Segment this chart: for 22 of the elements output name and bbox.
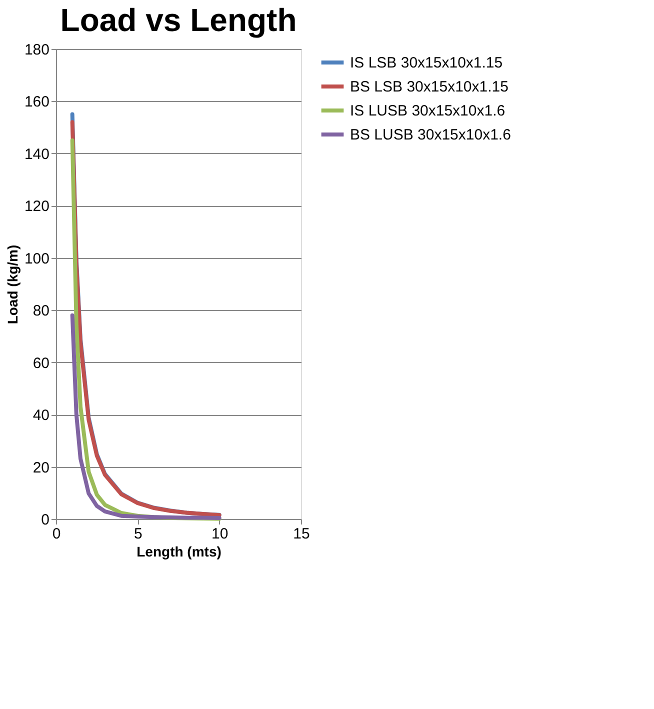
y-tick-label: 60 bbox=[32, 354, 50, 372]
x-tick-label: 0 bbox=[52, 526, 61, 542]
x-tick-label: 5 bbox=[134, 526, 142, 542]
y-tick-label: 80 bbox=[32, 302, 50, 320]
legend-label: IS LSB 30x15x10x1.15 bbox=[350, 54, 503, 72]
y-axis-title: Load (kg/m) bbox=[4, 244, 20, 324]
line-series bbox=[70, 313, 222, 520]
legend-label: BS LUSB 30x15x10x1.6 bbox=[350, 126, 511, 144]
y-tick-label: 40 bbox=[32, 407, 50, 424]
x-tick-label: 10 bbox=[211, 526, 228, 542]
y-tick-label: 120 bbox=[24, 198, 50, 216]
x-axis-title: Length (mts) bbox=[136, 544, 222, 560]
y-tick-label: 140 bbox=[24, 146, 50, 163]
legend-label: BS LSB 30x15x10x1.15 bbox=[350, 78, 508, 96]
x-tick-label: 15 bbox=[293, 526, 310, 542]
y-tick-label: 100 bbox=[24, 250, 50, 268]
y-tick-label: 160 bbox=[24, 94, 50, 111]
y-tick-label: 0 bbox=[41, 512, 50, 528]
chart-title: Load vs Length bbox=[60, 2, 297, 38]
legend-label: IS LUSB 30x15x10x1.6 bbox=[350, 102, 506, 120]
y-tick-label: 20 bbox=[32, 459, 50, 476]
y-tick-label: 180 bbox=[24, 42, 50, 58]
